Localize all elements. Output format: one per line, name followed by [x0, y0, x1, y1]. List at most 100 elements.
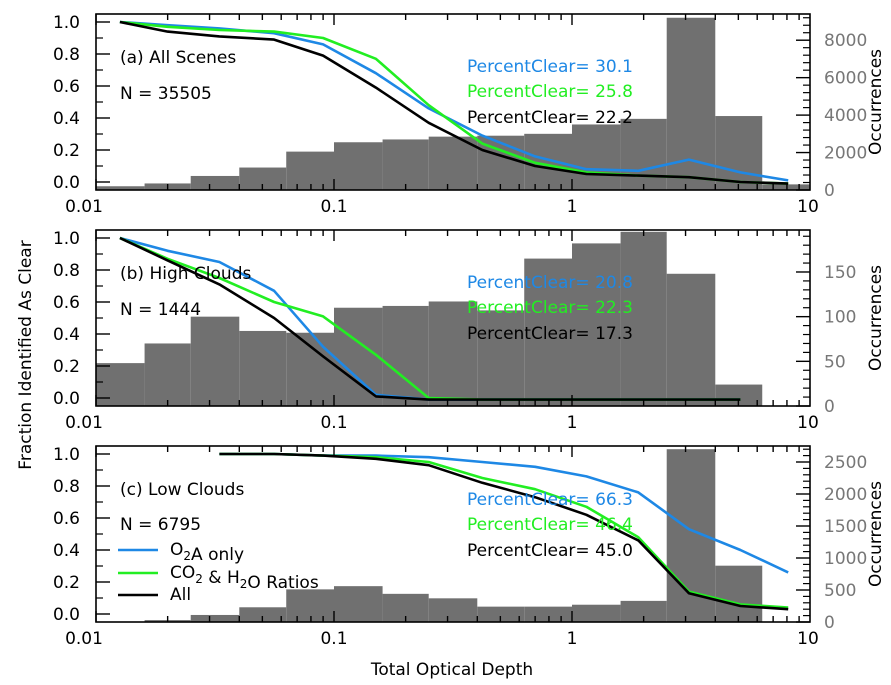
- y-tick-label: 0.4: [53, 541, 80, 561]
- legend-label-part: 2: [195, 572, 203, 586]
- y-tick-label: 0.8: [53, 477, 80, 497]
- legend-label: All: [170, 585, 191, 605]
- panel-title: (a) All Scenes: [120, 48, 236, 68]
- legend-label-part: 2: [183, 549, 191, 563]
- histogram-bar: [239, 330, 287, 406]
- y-tick-label: 0.8: [53, 261, 80, 281]
- y-ticks: 0.0 0.2 0.4 0.6 0.8 1.0: [53, 13, 110, 193]
- histogram-bar: [96, 363, 145, 406]
- y2-tick-label: 0: [824, 181, 835, 201]
- y2-tick-label: 2500: [824, 453, 867, 473]
- y-tick-label: 0.2: [53, 357, 80, 377]
- x-tick-label: 1: [567, 413, 578, 433]
- histogram-bar: [286, 151, 334, 190]
- y-tick-label: 0.0: [53, 389, 80, 409]
- legend-label-part: 2: [240, 577, 248, 591]
- y2-tick-label: 1000: [824, 549, 867, 569]
- panel-b: 0.01 0.1 1 10 0.0 0.2 0.4 0.6 0.8 1.0 0 50 100 150 Occ…: [53, 229, 886, 433]
- x-tick-label: 10: [797, 197, 819, 217]
- histogram-bar: [477, 606, 525, 622]
- right-axis-label: Occurrences: [866, 481, 886, 587]
- histogram-bar: [572, 124, 621, 190]
- percent-clear-all: PercentClear= 45.0: [467, 541, 633, 561]
- y-tick-label: 0.6: [53, 293, 80, 313]
- percent-clear-co2h2o: PercentClear= 25.8: [467, 82, 633, 102]
- y2-ticks: 0 2000 4000 6000 8000: [796, 17, 867, 201]
- x-tick-label: 0.1: [320, 413, 347, 433]
- x-ticks: 0.01 0.1 1 10: [65, 446, 819, 649]
- x-tick-label: 0.1: [320, 197, 347, 217]
- y-tick-label: 0.0: [53, 605, 80, 625]
- histogram-bar: [428, 136, 478, 190]
- x-tick-label: 0.01: [65, 197, 103, 217]
- y2-tick-label: 1500: [824, 517, 867, 537]
- y2-tick-label: 100: [824, 308, 856, 328]
- y-tick-label: 1.0: [53, 13, 80, 33]
- histogram-bar: [190, 175, 240, 190]
- histogram-bar: [334, 586, 383, 622]
- percent-clear-o2a: PercentClear= 66.3: [467, 490, 633, 510]
- histogram-bar: [382, 305, 429, 406]
- y-tick-label: 0.0: [53, 173, 80, 193]
- histogram-bar: [715, 565, 763, 622]
- histogram-bar: [428, 598, 478, 622]
- histogram-bar: [620, 600, 667, 622]
- x-tick-label: 10: [797, 629, 819, 649]
- y2-tick-label: 50: [824, 352, 846, 372]
- y2-tick-label: 2000: [824, 144, 867, 164]
- y-tick-label: 0.2: [53, 141, 80, 161]
- histogram-bar: [428, 301, 478, 406]
- right-axis-label: Occurrences: [866, 49, 886, 155]
- series-line-all: [219, 452, 789, 611]
- legend-label: CO2 & H2O Ratios: [170, 563, 319, 593]
- y2-tick-label: 0: [824, 397, 835, 417]
- legend-label-part: A only: [191, 545, 244, 565]
- y2-tick-label: 6000: [824, 69, 867, 89]
- histogram: [144, 449, 763, 622]
- percent-clear-co2h2o: PercentClear= 46.4: [467, 515, 633, 535]
- y2-tick-label: 0: [824, 613, 835, 633]
- histogram-bar: [715, 116, 763, 190]
- panel-c: 0.01 0.1 1 10 0.0 0.2 0.4 0.6 0.8 1.0 0 500 1000 1500…: [53, 445, 886, 649]
- x-ticks: 0.01 0.1 1 10: [65, 14, 819, 217]
- y2-ticks: 0 500 1000 1500 2000 2500: [796, 448, 867, 633]
- x-axis-label: Total Optical Depth: [370, 660, 533, 680]
- histogram: [96, 231, 763, 406]
- histogram: [96, 17, 810, 191]
- x-tick-label: 0.1: [320, 629, 347, 649]
- percent-clear-all: PercentClear= 22.2: [467, 108, 633, 128]
- y-tick-label: 0.4: [53, 109, 80, 129]
- panel-title: (b) High Clouds: [120, 264, 251, 284]
- left-axis-label: Fraction Identified As Clear: [16, 240, 36, 469]
- histogram-bar: [524, 606, 572, 622]
- right-axis-label: Occurrences: [866, 265, 886, 371]
- y2-tick-label: 500: [824, 581, 856, 601]
- histogram-bar: [190, 316, 240, 406]
- x-tick-label: 1: [567, 197, 578, 217]
- x-tick-label: 0.01: [65, 629, 103, 649]
- histogram-bar: [96, 186, 145, 190]
- histogram-bar: [382, 139, 429, 190]
- histogram-bar: [572, 243, 621, 406]
- y-ticks: 0.0 0.2 0.4 0.6 0.8 1.0: [53, 445, 110, 625]
- y2-tick-label: 2000: [824, 485, 867, 505]
- histogram-bar: [334, 142, 383, 190]
- legend-label: O2A only: [170, 540, 244, 565]
- y-ticks: 0.0 0.2 0.4 0.6 0.8 1.0: [53, 229, 110, 409]
- histogram-bar: [762, 184, 810, 190]
- y2-ticks: 0 50 100 150: [796, 235, 856, 417]
- y2-tick-label: 8000: [824, 31, 867, 51]
- y-tick-label: 1.0: [53, 445, 80, 465]
- histogram-bar: [620, 118, 667, 190]
- x-tick-label: 0.01: [65, 413, 103, 433]
- percent-clear-o2a: PercentClear= 30.1: [467, 57, 633, 77]
- panel-n: N = 1444: [120, 300, 201, 320]
- histogram-bar: [477, 310, 525, 406]
- x-tick-label: 10: [797, 413, 819, 433]
- y-tick-label: 0.2: [53, 573, 80, 593]
- histogram-bar: [190, 614, 240, 622]
- histogram-bar: [620, 231, 667, 406]
- percent-clear-co2h2o: PercentClear= 22.3: [467, 298, 633, 318]
